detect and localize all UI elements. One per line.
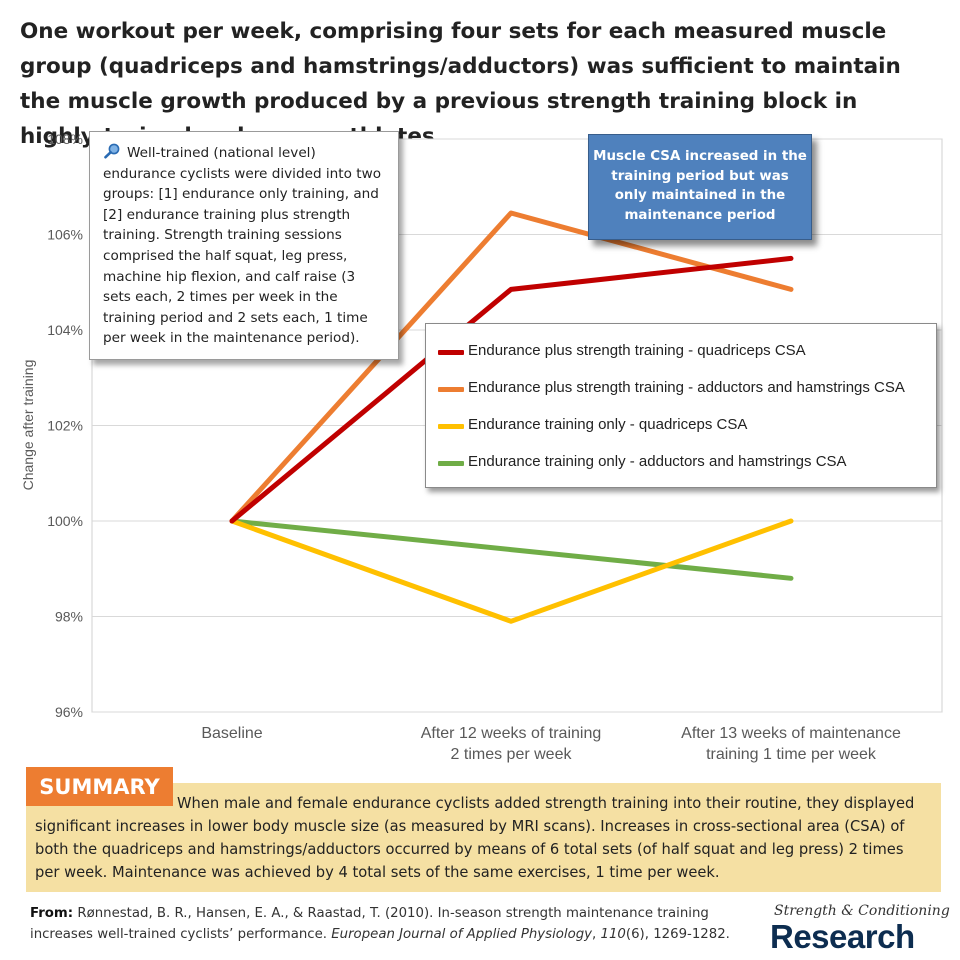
citation-journal: European Journal of Applied Physiology (331, 926, 593, 942)
summary-tag: SUMMARY (26, 767, 173, 806)
legend-label: Endurance plus strength training - adduc… (468, 379, 905, 396)
y-tick-label: 102% (47, 418, 83, 434)
magnifier-icon (103, 143, 121, 159)
logo-script: Strength & Conditioning (774, 903, 950, 919)
legend-label: Endurance plus strength training - quadr… (468, 342, 806, 359)
legend-label: Endurance training only - quadriceps CSA (468, 416, 748, 433)
legend-item: Endurance plus strength training - adduc… (426, 371, 936, 408)
series-line (229, 210, 794, 524)
y-tick-label: 96% (55, 704, 83, 720)
summary-text: When male and female endurance cyclists … (26, 783, 941, 892)
legend-item: Endurance training only - quadriceps CSA (426, 408, 936, 445)
y-tick-label: 106% (47, 227, 83, 243)
y-tick-label: 104% (47, 322, 83, 338)
legend-swatch (438, 350, 464, 355)
legend-swatch (438, 461, 464, 466)
headline: One workout per week, comprising four se… (20, 19, 901, 149)
series-line (229, 518, 794, 624)
citation-volume: 110 (600, 926, 626, 942)
x-tick-label: After 12 weeks of training 2 times per we… (421, 725, 602, 763)
series-line (229, 518, 794, 581)
study-info-box: Well-trained (national level) endurance … (89, 131, 399, 360)
legend-label: Endurance training only - adductors and … (468, 453, 847, 470)
citation-pages: (6), 1269-1282. (625, 926, 730, 942)
legend-item: Endurance training only - adductors and … (426, 445, 936, 482)
legend-item: Endurance plus strength training - quadr… (426, 334, 936, 371)
x-tick-label: After 13 weeks of maintenance training 1 … (681, 725, 901, 763)
y-tick-label: 98% (55, 609, 83, 625)
citation-label: From: (30, 906, 74, 921)
study-info-text: Well-trained (national level) endurance … (103, 145, 382, 347)
series-line (229, 255, 794, 524)
legend-swatch (438, 387, 464, 392)
y-tick-label: 108% (47, 131, 83, 147)
citation: From: Rønnestad, B. R., Hansen, E. A., &… (30, 906, 730, 942)
y-tick-label: 100% (47, 513, 83, 529)
csa-callout: Muscle CSA increased in the training per… (588, 134, 812, 240)
legend-swatch (438, 424, 464, 429)
x-tick-label: Baseline (201, 725, 262, 742)
brand-logo: Strength & Conditioning Research (770, 903, 950, 955)
citation-text: Rønnestad, B. R., Hansen, E. A., & Raast… (30, 906, 709, 942)
y-axis-title: Change after training (20, 360, 36, 491)
logo-wordmark: Research (770, 918, 915, 955)
chart-legend: Endurance plus strength training - quadr… (425, 323, 937, 488)
